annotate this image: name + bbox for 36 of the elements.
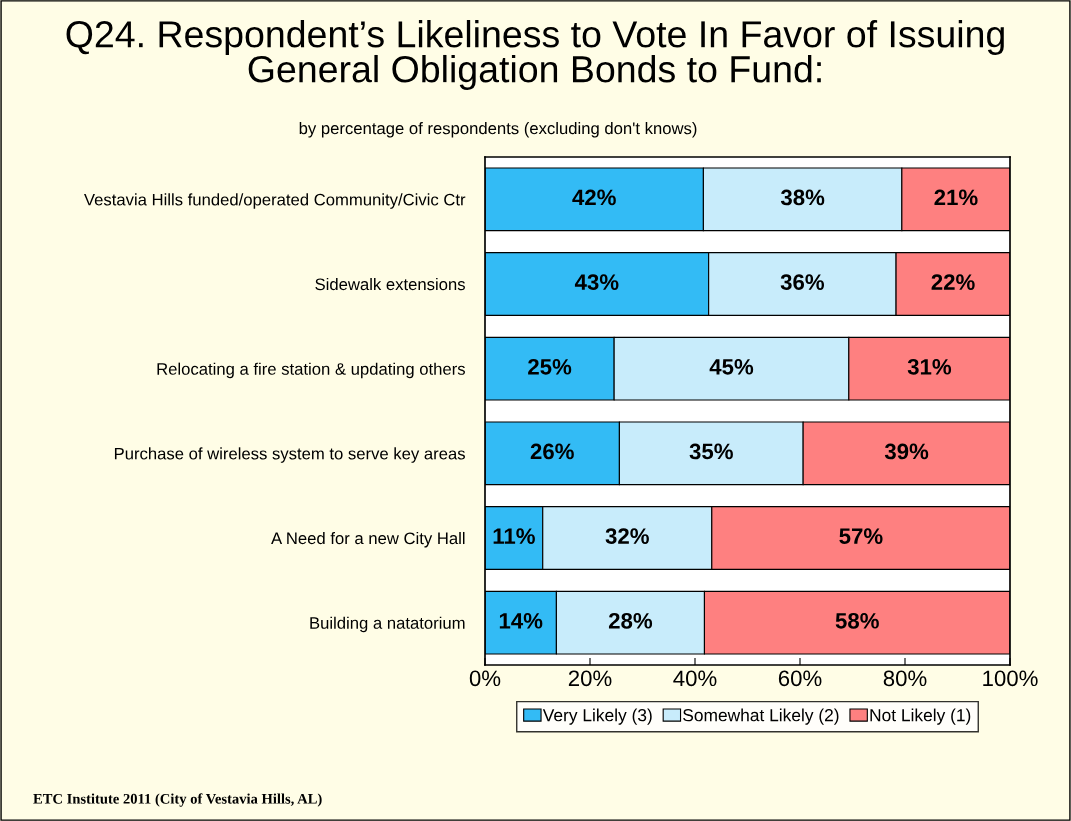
data-label: 42% [572, 189, 616, 206]
data-label: 57% [839, 528, 883, 544]
data-label: 11% [493, 528, 535, 544]
data-label: 26% [530, 443, 574, 460]
chart-title: Q24. Respondent’s Likeliness to Vote In Favor of Issuing General Obligation Bonds to Fund: [66, 20, 1004, 90]
chart-subtitle: by percentage of respondents (excluding don't knows) [299, 122, 697, 138]
x-tick-label: 20% [568, 670, 612, 687]
x-tick-label: 0% [469, 670, 501, 687]
data-label: 58% [835, 612, 879, 629]
data-label: 22% [931, 274, 975, 290]
data-label: 14% [499, 612, 543, 629]
y-tick-label: Purchase of wireless system to serve key areas [114, 447, 465, 463]
data-label: 25% [528, 358, 572, 375]
legend-label: Very Likely (3) [542, 708, 652, 725]
data-label: 32% [605, 528, 649, 544]
data-label: 31% [907, 358, 952, 375]
data-label: 35% [689, 443, 733, 460]
data-label: 28% [608, 612, 653, 629]
y-tick-label: Vestavia Hills funded/operated Community/Civic Ctr [84, 193, 466, 209]
data-label: 45% [709, 358, 754, 375]
data-label: 38% [780, 189, 825, 206]
data-label: 36% [780, 274, 825, 290]
y-tick-label: A Need for a new City Hall [271, 531, 465, 548]
data-label: 43% [574, 274, 619, 290]
x-tick-label: 100% [983, 670, 1038, 687]
data-label: 21% [934, 189, 978, 206]
x-tick-label: 40% [673, 670, 717, 687]
y-tick-label: Sidewalk extensions [315, 277, 465, 291]
y-tick-label: Building a natatorium [310, 616, 465, 633]
data-label: 39% [884, 443, 929, 460]
y-tick-label: Relocating a fire station & updating others [157, 362, 465, 379]
x-tick-label: 80% [883, 670, 927, 687]
legend-label: Somewhat Likely (2) [683, 708, 839, 725]
text: ETC Institute 2011 (City of Vestavia Hills, AL) [33, 793, 322, 807]
legend-label: Not Likely (1) [870, 708, 971, 725]
x-tick-label: 60% [778, 670, 822, 687]
